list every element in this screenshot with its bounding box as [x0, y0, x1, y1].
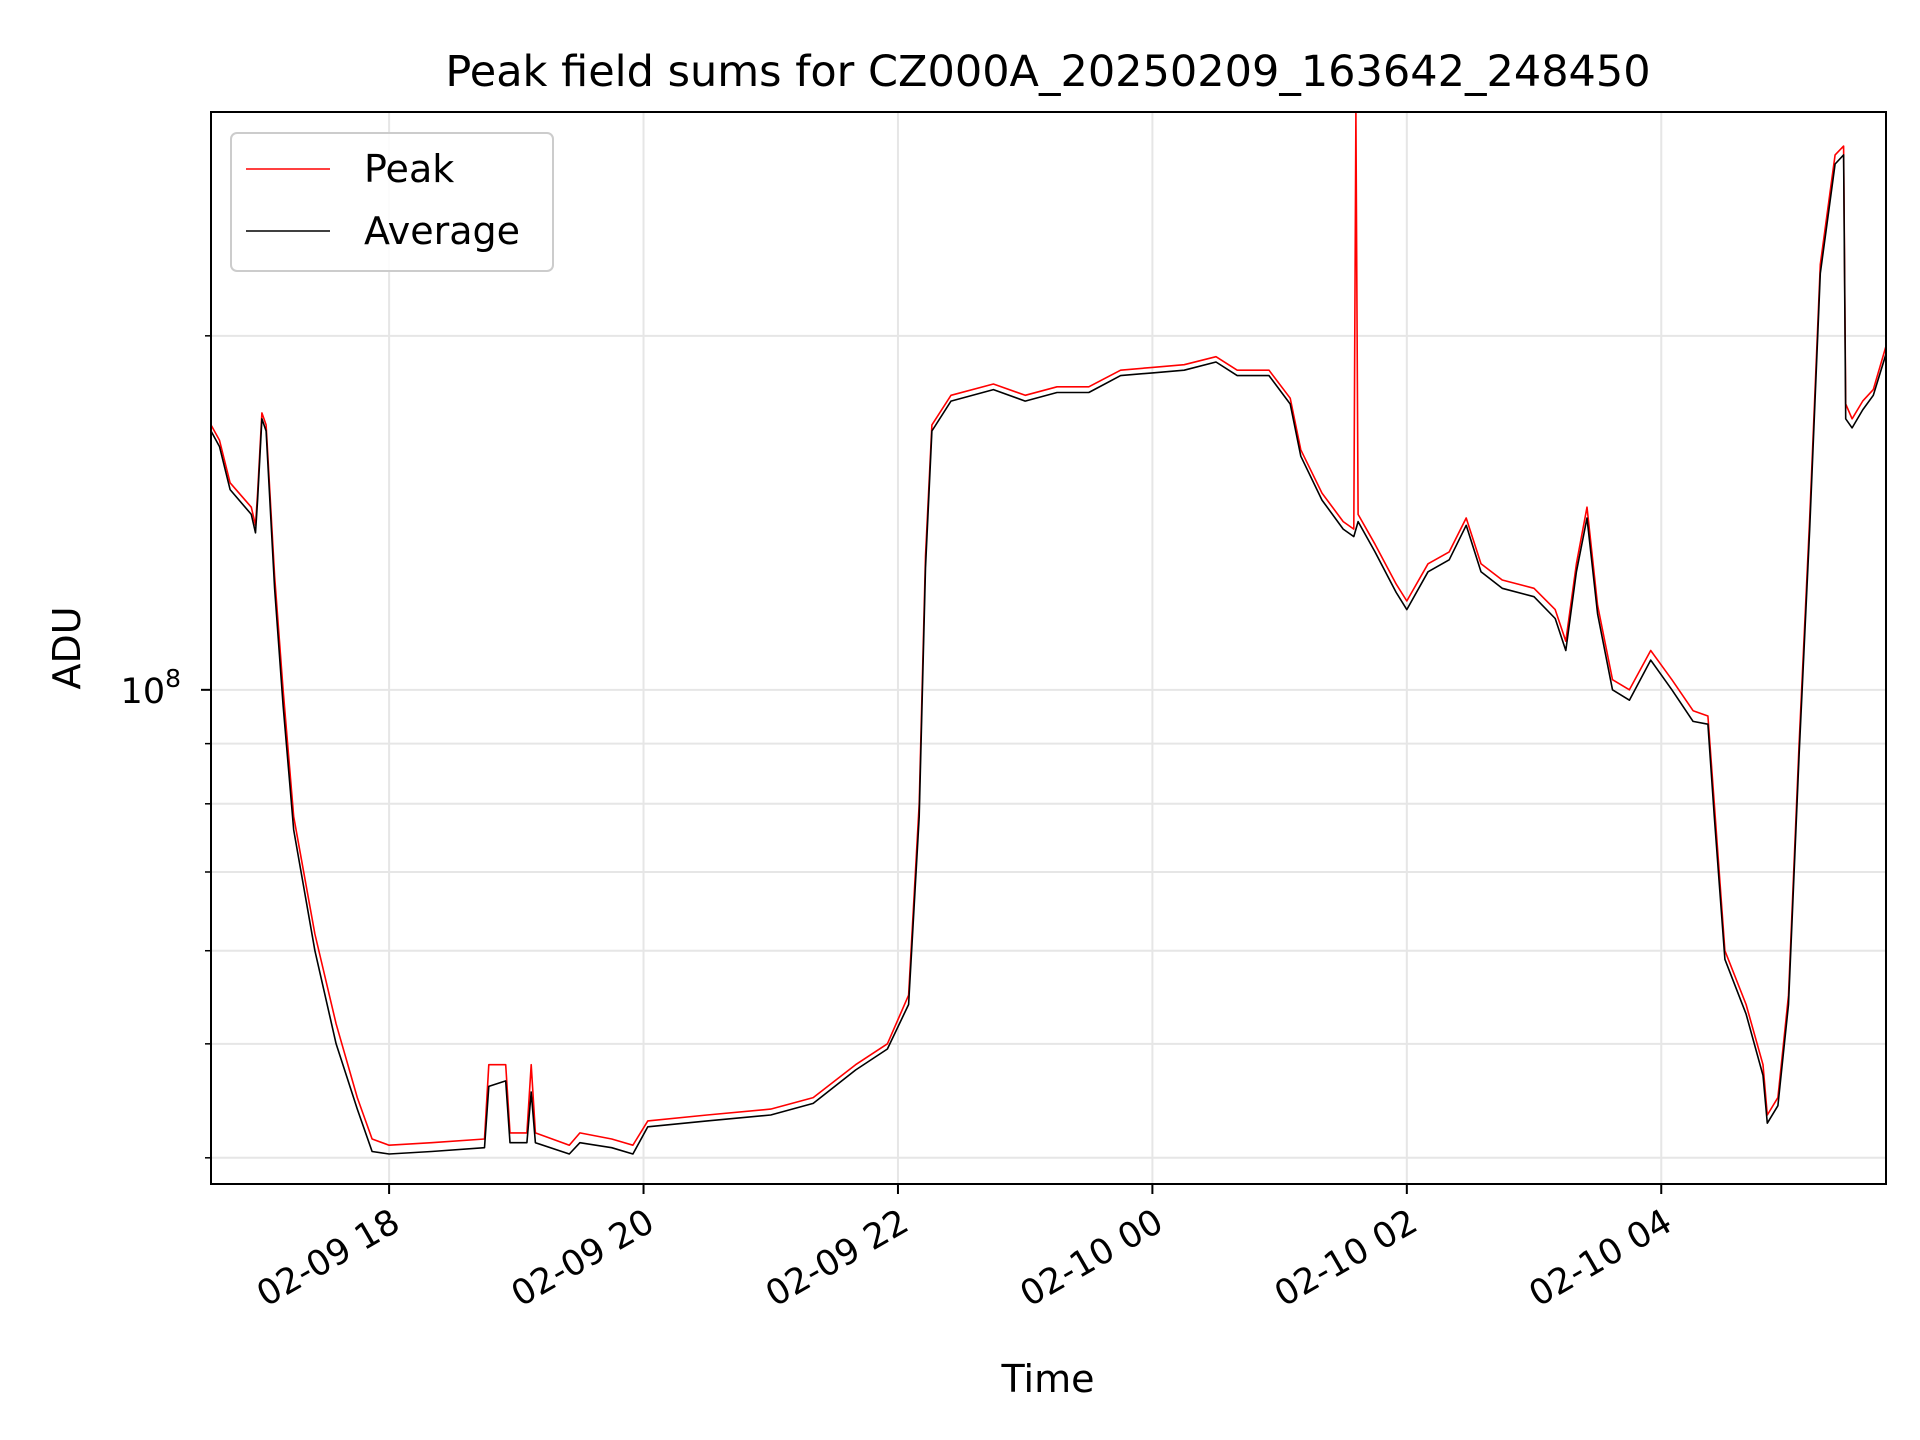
series-line-average: [210, 154, 1887, 1155]
legend-box: [230, 132, 554, 272]
chart-title: Peak field sums for CZ000A_20250209_1636…: [445, 47, 1650, 97]
legend-label-peak: Peak: [364, 147, 454, 191]
y-axis-label: ADU: [45, 606, 89, 689]
plot-area: [211, 112, 1886, 1184]
axes-frame: [210, 111, 1887, 1185]
x-axis-label: Time: [1001, 1357, 1095, 1401]
series-group: [210, 111, 1887, 1155]
legend-label-average: Average: [364, 209, 520, 253]
legend: Peak Average: [230, 132, 554, 272]
grid: [211, 112, 1886, 1184]
y-tick-label: 108: [121, 664, 181, 712]
